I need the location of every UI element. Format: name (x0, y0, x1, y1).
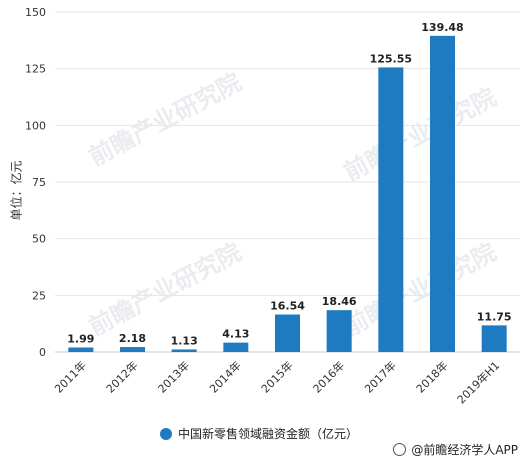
legend-label: 中国新零售领域融资金额（亿元） (178, 427, 359, 441)
data-label: 1.99 (67, 332, 94, 345)
y-tick-label: 150 (25, 6, 46, 19)
source-credit: @前瞻经济学人APP (393, 441, 518, 458)
grid-lines (55, 11, 520, 353)
y-tick-label: 0 (39, 346, 46, 359)
x-tick-label: 2016年 (310, 358, 347, 395)
bar (326, 310, 352, 352)
y-axis-ticks: 0 25 50 75 100 125 150 (25, 6, 46, 359)
bar (223, 342, 249, 352)
bar (275, 314, 300, 352)
x-tick-label: 2011年 (51, 358, 88, 395)
bar (481, 325, 507, 352)
x-tick-label: 2017年 (361, 358, 398, 395)
data-label: 16.54 (270, 300, 305, 313)
legend: 中国新零售领域融资金额（亿元） (160, 425, 358, 442)
y-tick-label: 125 (25, 63, 46, 76)
y-tick-label: 25 (32, 289, 46, 302)
legend-swatch (160, 427, 172, 440)
data-label: 18.46 (322, 295, 357, 308)
x-axis-ticks: 2011年 2012年 2013年 2014年 2015年 2016年 2017年 2018年… (51, 358, 502, 406)
bar (171, 349, 197, 352)
credit-text: @前瞻经济学人APP (411, 443, 518, 457)
bar (378, 67, 404, 353)
bars (68, 35, 507, 353)
brand-logo-icon (393, 443, 407, 456)
bar (68, 347, 94, 352)
data-label: 11.75 (477, 310, 512, 323)
y-tick-label: 75 (32, 176, 46, 189)
data-label: 125.55 (370, 52, 412, 65)
x-tick-label: 2013年 (155, 358, 192, 395)
data-label: 1.13 (171, 334, 198, 347)
data-label: 139.48 (421, 21, 463, 34)
data-label: 4.13 (222, 328, 249, 341)
x-tick-label: 2012年 (103, 358, 140, 395)
y-tick-label: 100 (25, 119, 46, 132)
x-tick-label: 2014年 (206, 358, 243, 395)
x-tick-label: 2019年H1 (454, 358, 502, 406)
data-label: 2.18 (119, 332, 146, 345)
x-tick-label: 2018年 (413, 358, 450, 395)
data-labels: 1.99 2.18 1.13 4.13 16.54 18.46 125.55 139.48 11… (67, 21, 511, 348)
y-axis-label: 单位：亿元 (9, 160, 24, 221)
x-tick-label: 2015年 (258, 358, 295, 395)
bar (430, 35, 455, 352)
bar (120, 347, 145, 352)
y-tick-label: 50 (32, 233, 46, 246)
